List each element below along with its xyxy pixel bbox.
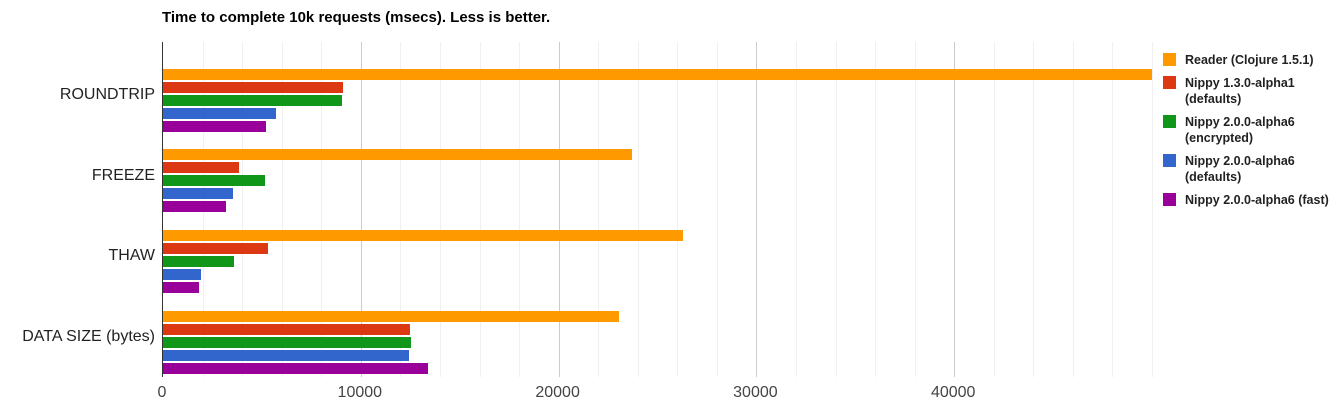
major-gridline-20000 bbox=[558, 42, 560, 377]
bar bbox=[163, 120, 266, 132]
bar bbox=[163, 149, 632, 161]
legend-item: Nippy 2.0.0-alpha6 (encrypted) bbox=[1163, 114, 1329, 146]
bar bbox=[163, 175, 265, 187]
major-gridline-40000 bbox=[954, 42, 956, 377]
x-tick-label: 20000 bbox=[535, 384, 580, 401]
chart-title: Time to complete 10k requests (msecs). L… bbox=[162, 9, 551, 26]
minor-gridline-48000 bbox=[1112, 42, 1114, 377]
bar bbox=[163, 81, 343, 93]
category-label: THAW bbox=[108, 247, 155, 265]
minor-gridline-24000 bbox=[637, 42, 639, 377]
category-label: DATA SIZE (bytes) bbox=[22, 328, 155, 345]
major-gridline-30000 bbox=[756, 42, 758, 377]
legend-swatch-icon bbox=[1163, 76, 1176, 89]
minor-gridline-42000 bbox=[993, 42, 995, 377]
minor-gridline-16000 bbox=[479, 42, 481, 377]
minor-gridline-8000 bbox=[321, 42, 323, 377]
minor-gridline-46000 bbox=[1072, 42, 1074, 377]
x-tick-label: 40000 bbox=[930, 384, 976, 401]
minor-gridline-32000 bbox=[796, 42, 797, 377]
legend-swatch-icon bbox=[1163, 193, 1176, 206]
legend-item: Nippy 2.0.0-alpha6 (fast) bbox=[1163, 192, 1329, 208]
bar bbox=[163, 336, 411, 348]
x-tick-label: 30000 bbox=[733, 384, 778, 401]
bar bbox=[163, 362, 429, 374]
category-label: FREEZE bbox=[91, 166, 155, 184]
major-gridline-10000 bbox=[360, 42, 362, 377]
minor-gridline-50000 bbox=[1152, 42, 1153, 377]
bar bbox=[163, 255, 235, 267]
legend-label: Reader (Clojure 1.5.1) bbox=[1185, 53, 1314, 67]
legend-item: Nippy 2.0.0-alpha6 (defaults) bbox=[1163, 153, 1329, 185]
legend-item: Reader (Clojure 1.5.1) bbox=[1163, 52, 1329, 68]
x-tick-label: 0 bbox=[157, 384, 167, 401]
minor-gridline-44000 bbox=[1033, 42, 1035, 377]
plot-area bbox=[162, 42, 1153, 377]
x-tick-label: 10000 bbox=[337, 384, 383, 401]
minor-gridline-22000 bbox=[598, 42, 600, 377]
bar bbox=[163, 323, 411, 335]
minor-gridline-18000 bbox=[519, 42, 520, 377]
legend-swatch-icon bbox=[1163, 154, 1176, 167]
bar bbox=[163, 68, 1152, 80]
legend-swatch-icon bbox=[1163, 53, 1176, 66]
bar bbox=[163, 201, 226, 213]
minor-gridline-14000 bbox=[439, 42, 441, 377]
minor-gridline-12000 bbox=[400, 42, 402, 377]
legend: Reader (Clojure 1.5.1) Nippy 1.3.0-alpha1… bbox=[1163, 52, 1329, 208]
legend-item: Nippy 1.3.0-alpha1 (defaults) bbox=[1163, 75, 1329, 107]
legend-label: Nippy 2.0.0-alpha6 (encrypted) bbox=[1185, 115, 1295, 145]
minor-gridline-36000 bbox=[875, 42, 877, 377]
bar bbox=[163, 281, 200, 293]
bar bbox=[163, 94, 342, 106]
legend-label: Nippy 1.3.0-alpha1 (defaults) bbox=[1185, 76, 1295, 106]
bar bbox=[163, 268, 201, 280]
legend-label: Nippy 2.0.0-alpha6 (fast) bbox=[1185, 193, 1329, 207]
bar bbox=[163, 349, 409, 361]
minor-gridline-28000 bbox=[716, 42, 718, 377]
bar bbox=[163, 107, 276, 119]
minor-gridline-4000 bbox=[242, 42, 244, 377]
category-label: ROUNDTRIP bbox=[59, 86, 155, 103]
bar bbox=[163, 188, 233, 200]
minor-gridline-6000 bbox=[281, 42, 283, 377]
minor-gridline-38000 bbox=[914, 42, 916, 377]
legend-label: Nippy 2.0.0-alpha6 (defaults) bbox=[1185, 154, 1295, 184]
bar bbox=[163, 229, 684, 241]
bar bbox=[163, 310, 619, 322]
legend-swatch-icon bbox=[1163, 115, 1176, 128]
minor-gridline-34000 bbox=[835, 42, 837, 377]
bar bbox=[163, 162, 239, 174]
bar bbox=[163, 242, 268, 254]
minor-gridline-26000 bbox=[677, 42, 679, 377]
